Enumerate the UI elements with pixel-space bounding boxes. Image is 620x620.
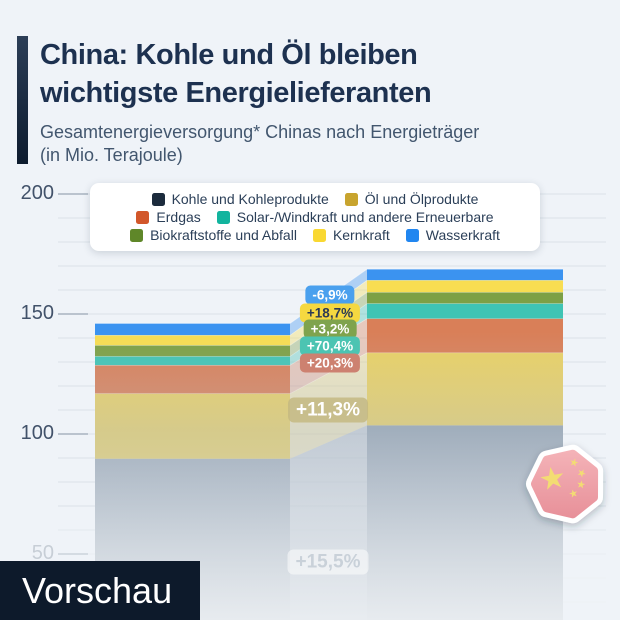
change-label: -6,9% [305, 285, 355, 304]
legend-item-label: Erdgas [156, 209, 201, 225]
legend-item: Kernkraft [312, 227, 390, 243]
y-axis-label: 150 [20, 302, 54, 324]
legend-item: Wasserkraft [405, 227, 500, 243]
preview-badge: Vorschau [0, 561, 200, 620]
legend-swatch-icon [216, 210, 230, 224]
change-label: +11,3% [288, 397, 368, 423]
legend-item: Kohle und Kohleprodukte [151, 191, 329, 207]
title-line-1: China: Kohle und Öl bleiben [40, 39, 418, 71]
china-flag-badge: ★ ★★★★ [526, 444, 604, 524]
legend-item: Erdgas [136, 209, 201, 225]
legend-swatch-icon [312, 228, 326, 242]
legend-swatch-icon [405, 228, 419, 242]
change-label: +70,4% [299, 336, 361, 355]
legend-swatch-icon [151, 192, 165, 206]
subtitle-line-2: (in Mio. Terajoule) [40, 145, 183, 165]
title-line-2: wichtigste Energielieferanten [40, 77, 432, 109]
preview-label: Vorschau [22, 569, 173, 611]
legend-swatch-icon [130, 228, 144, 242]
legend-row: Erdgas Solar-/Windkraft und andere Erneue… [90, 209, 540, 225]
change-label: +20,3% [299, 353, 361, 372]
legend-item: Solar-/Windkraft und andere Erneuerbare [216, 209, 494, 225]
legend-row: Biokraftstoffe und Abfall Kernkraft Wasser… [90, 227, 540, 243]
svg-text:★: ★ [536, 459, 569, 498]
legend-item-label: Kernkraft [332, 227, 390, 243]
legend-item-label: Wasserkraft [425, 227, 500, 243]
page-title: China: Kohle und Öl bleiben wichtigste E… [40, 36, 479, 112]
subtitle-line-1: Gesamtenergieversorgung* Chinas nach Ene… [40, 122, 480, 142]
header-text: China: Kohle und Öl bleiben wichtigste E… [40, 36, 479, 167]
legend-item: Öl und Ölprodukte [344, 191, 479, 207]
change-label: +3,2% [303, 319, 357, 338]
title-accent-bar [17, 36, 28, 164]
change-label: +15,5% [287, 549, 369, 574]
legend-row: Kohle und Kohleprodukte Öl und Ölprodukte [90, 191, 540, 207]
legend-item-label: Biokraftstoffe und Abfall [150, 227, 297, 243]
svg-text:★: ★ [575, 478, 586, 491]
legend-item-label: Kohle und Kohleprodukte [171, 191, 329, 207]
legend-swatch-icon [136, 210, 150, 224]
svg-text:★: ★ [567, 487, 579, 501]
change-label: +18,7% [299, 303, 361, 322]
legend-item-label: Öl und Ölprodukte [364, 191, 479, 207]
page-subtitle: Gesamtenergieversorgung* Chinas nach Ene… [40, 121, 479, 167]
legend-swatch-icon [344, 192, 358, 206]
y-axis-label: 100 [20, 422, 54, 444]
header: China: Kohle und Öl bleiben wichtigste E… [17, 36, 479, 167]
legend-item-label: Solar-/Windkraft und andere Erneuerbare [236, 209, 494, 225]
chart-legend: Kohle und Kohleprodukte Öl und Ölprodukte… [90, 183, 540, 251]
y-axis-label: 50 [31, 542, 54, 564]
legend-item: Biokraftstoffe und Abfall [130, 227, 297, 243]
y-axis-label: 200 [20, 182, 54, 204]
svg-text:★: ★ [568, 456, 580, 470]
